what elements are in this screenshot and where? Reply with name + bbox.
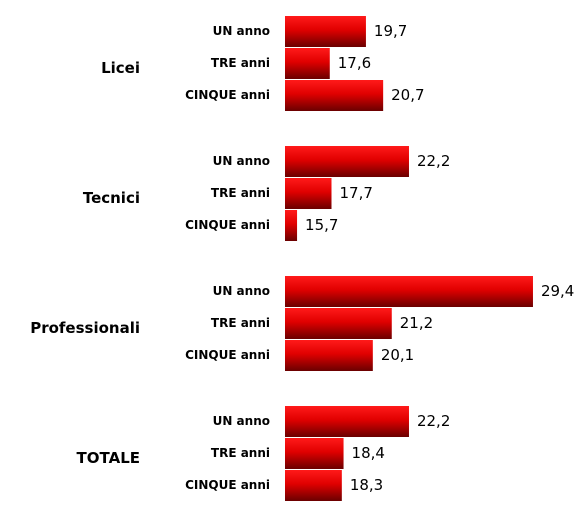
bar bbox=[285, 308, 392, 339]
series-label: UN anno bbox=[213, 24, 270, 38]
bar bbox=[285, 48, 330, 79]
bar bbox=[285, 146, 409, 177]
series-label: CINQUE anni bbox=[185, 88, 270, 102]
value-label: 15,7 bbox=[305, 216, 338, 234]
group-label: Tecnici bbox=[83, 189, 140, 207]
series-label: CINQUE anni bbox=[185, 478, 270, 492]
bar bbox=[285, 80, 384, 111]
series-label: TRE anni bbox=[211, 56, 270, 70]
bar bbox=[285, 406, 409, 437]
group-label: Professionali bbox=[30, 319, 140, 337]
series-label: TRE anni bbox=[211, 316, 270, 330]
value-label: 20,7 bbox=[391, 86, 424, 104]
series-label: TRE anni bbox=[211, 186, 270, 200]
group-label: TOTALE bbox=[77, 449, 140, 467]
value-label: 19,7 bbox=[374, 22, 407, 40]
bar bbox=[285, 16, 366, 47]
bar bbox=[285, 340, 373, 371]
value-label: 22,2 bbox=[417, 152, 450, 170]
value-label: 17,6 bbox=[338, 54, 371, 72]
bar bbox=[285, 210, 298, 241]
value-label: 29,4 bbox=[541, 282, 574, 300]
value-label: 17,7 bbox=[339, 184, 372, 202]
group-label: Licei bbox=[101, 59, 140, 77]
bar bbox=[285, 178, 332, 209]
value-label: 20,1 bbox=[381, 346, 414, 364]
series-label: TRE anni bbox=[211, 446, 270, 460]
value-label: 18,4 bbox=[352, 444, 385, 462]
value-label: 22,2 bbox=[417, 412, 450, 430]
series-label: CINQUE anni bbox=[185, 348, 270, 362]
series-label: CINQUE anni bbox=[185, 218, 270, 232]
series-label: UN anno bbox=[213, 414, 270, 428]
bar bbox=[285, 276, 533, 307]
series-label: UN anno bbox=[213, 154, 270, 168]
bar bbox=[285, 470, 342, 501]
value-label: 18,3 bbox=[350, 476, 383, 494]
bar bbox=[285, 438, 344, 469]
value-label: 21,2 bbox=[400, 314, 433, 332]
series-label: UN anno bbox=[213, 284, 270, 298]
